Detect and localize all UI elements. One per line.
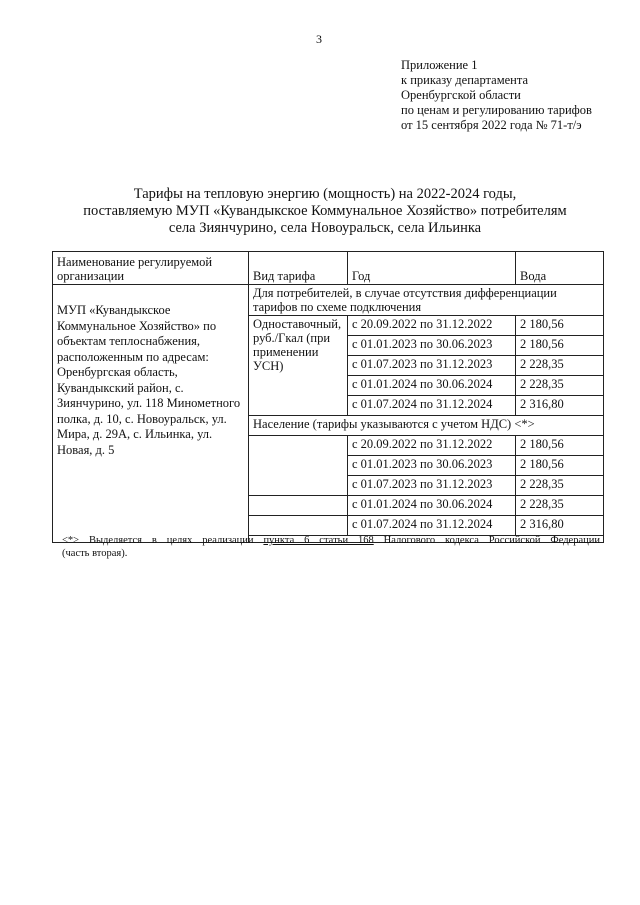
header-organization: Наименование регулируемой организации (52, 251, 249, 285)
period-cell: с 01.07.2024 по 31.12.2024 (347, 395, 516, 416)
footnote-text: <*> Выделяется в целях реализации (62, 535, 264, 546)
period-cell: с 01.01.2023 по 30.06.2023 (347, 335, 516, 356)
appendix-block: Приложение 1 к приказу департамента Орен… (401, 58, 592, 133)
organization-cell: МУП «Кувандыкское Коммунальное Хозяйство… (52, 284, 249, 543)
appendix-line: к приказу департамента (401, 73, 529, 87)
appendix-line: по ценам и регулированию тарифов (401, 103, 592, 117)
header-water: Вода (515, 251, 604, 285)
period-cell: с 01.01.2024 по 30.06.2024 (347, 495, 516, 516)
table-row: с 20.09.2022 по 31.12.2022 2 180,56 (53, 435, 604, 496)
period-cell: с 01.07.2023 по 31.12.2023 (347, 475, 516, 496)
tariff-type-cell: Одноставочный, руб./Гкал (при применении… (248, 315, 348, 416)
value-cell: 2 316,80 (515, 395, 604, 416)
section-title: Для потребителей, в случае отсутствия ди… (248, 284, 604, 316)
period-cell: с 01.01.2024 по 30.06.2024 (347, 375, 516, 396)
table-header-row: Наименование регулируемой организации Ви… (52, 251, 604, 285)
value-cell: 2 180,56 (515, 335, 604, 356)
period-cell: с 01.07.2024 по 31.12.2024 (347, 515, 516, 536)
tariff-table: Наименование регулируемой организации Ви… (52, 251, 604, 543)
section-row: МУП «Кувандыкское Коммунальное Хозяйство… (52, 284, 604, 543)
page-number: 3 (316, 32, 322, 46)
section-title: Население (тарифы указываются с учетом Н… (248, 415, 604, 436)
value-cell: 2 228,35 (515, 375, 604, 396)
header-tariff-type: Вид тарифа (248, 251, 348, 285)
period-cell: с 20.09.2022 по 31.12.2022 (347, 315, 516, 336)
footnote-text: Налогового кодекса Российской Федерации (373, 535, 600, 546)
appendix-line: Оренбургской области (401, 88, 521, 102)
table-row: с 01.07.2024 по 31.12.2024 2 316,80 (53, 395, 604, 416)
table-bottom-row (53, 535, 604, 543)
table-row: с 01.07.2024 по 31.12.2024 2 316,80 (53, 515, 604, 536)
table-bottom-spacer (248, 535, 604, 543)
section-row: Население (тарифы указываются с учетом Н… (53, 415, 604, 436)
table-row: с 01.01.2024 по 30.06.2024 2 228,35 (53, 375, 604, 396)
tariff-type-cell-empty (248, 435, 348, 496)
header-year: Год (347, 251, 516, 285)
value-cell: 2 316,80 (515, 515, 604, 536)
document-title: Тарифы на тепловую энергию (мощность) на… (40, 186, 610, 237)
period-cell: с 01.07.2023 по 31.12.2023 (347, 355, 516, 376)
value-cell: 2 180,56 (515, 315, 604, 336)
title-line: села Зиянчурино, села Новоуральск, села … (168, 220, 482, 236)
appendix-line: Приложение 1 (401, 58, 478, 72)
appendix-line: от 15 сентября 2022 года № 71-т/э (401, 118, 582, 132)
tariff-type-cell-empty (248, 515, 348, 536)
footnote-line2: (часть вторая). (62, 548, 128, 559)
table-row: Одноставочный, руб./Гкал (при применении… (53, 315, 604, 416)
title-line: Тарифы на тепловую энергию (мощность) на… (133, 186, 517, 202)
table-row: с 01.01.2023 по 30.06.2023 2 180,56 (53, 335, 604, 356)
period-cell: с 01.01.2023 по 30.06.2023 (347, 455, 516, 476)
footnote-law-link[interactable]: пункта 6 статьи 168 (263, 535, 374, 546)
value-cell: 2 228,35 (515, 475, 604, 496)
footnote: <*> Выделяется в целях реализации пункта… (62, 534, 600, 548)
value-cell: 2 180,56 (515, 435, 604, 456)
value-cell: 2 228,35 (515, 495, 604, 516)
value-cell: 2 228,35 (515, 355, 604, 376)
value-cell: 2 180,56 (515, 455, 604, 476)
title-line: поставляемую МУП «Кувандыкское Коммуналь… (83, 203, 567, 219)
tariff-type-cell-empty (248, 495, 348, 516)
table-row: с 01.07.2023 по 31.12.2023 2 228,35 (53, 475, 604, 496)
period-cell: с 20.09.2022 по 31.12.2022 (347, 435, 516, 456)
